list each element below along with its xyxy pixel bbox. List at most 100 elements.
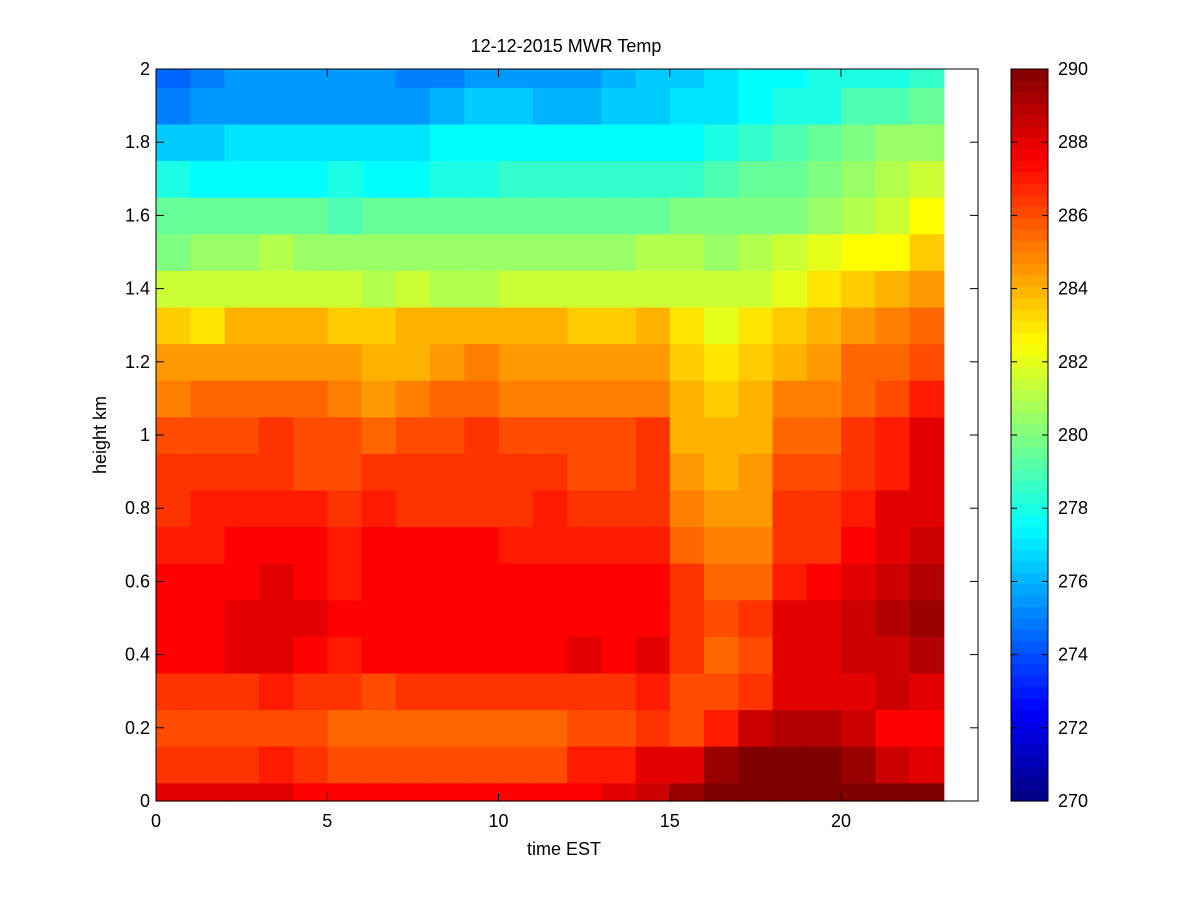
heatmap-cell xyxy=(532,563,568,601)
heatmap-cell xyxy=(909,123,945,162)
heatmap-cell xyxy=(498,380,534,418)
colorbar-segment xyxy=(1011,69,1048,82)
heatmap-cell xyxy=(498,599,534,637)
heatmap-cell xyxy=(635,270,671,308)
heatmap-cell xyxy=(258,123,294,162)
heatmap-cell xyxy=(601,672,637,711)
heatmap-cell xyxy=(395,453,431,491)
heatmap-cell xyxy=(464,123,500,162)
heatmap-cell xyxy=(704,233,739,271)
heatmap-cell xyxy=(258,746,294,784)
heatmap-cell xyxy=(909,416,945,454)
heatmap-cell xyxy=(669,453,705,491)
heatmap-cell xyxy=(875,599,911,637)
heatmap-cell xyxy=(498,416,534,454)
heatmap-cell xyxy=(532,453,568,491)
heatmap-cell xyxy=(464,197,500,235)
x-tick-label: 0 xyxy=(151,811,161,831)
heatmap-cell xyxy=(738,343,774,381)
heatmap-cell xyxy=(635,599,671,637)
heatmap-cell xyxy=(601,270,637,308)
heatmap-cell xyxy=(669,636,705,674)
colorbar-tick-label: 276 xyxy=(1058,571,1088,591)
heatmap-cell xyxy=(806,672,842,711)
colorbar-segment xyxy=(1011,755,1048,768)
heatmap-cell xyxy=(430,69,465,88)
heatmap-cell xyxy=(806,563,842,601)
heatmap-cell xyxy=(532,343,568,381)
colorbar-segment xyxy=(1011,698,1048,711)
heatmap-cell xyxy=(258,563,294,601)
heatmap-cell xyxy=(635,709,671,747)
heatmap-cell xyxy=(224,123,260,162)
heatmap-cell xyxy=(704,526,739,564)
heatmap-cell xyxy=(909,599,945,637)
heatmap-cell xyxy=(635,563,671,601)
heatmap-cell xyxy=(875,526,911,564)
heatmap-cell xyxy=(190,306,226,345)
heatmap-cell xyxy=(567,416,602,454)
colorbar-tick-label: 274 xyxy=(1058,645,1088,665)
heatmap-cell xyxy=(806,709,842,747)
heatmap-cell xyxy=(258,526,294,564)
heatmap-cell xyxy=(190,69,226,88)
heatmap-cell xyxy=(601,782,637,802)
colorbar-segment xyxy=(1011,240,1048,253)
heatmap-cell xyxy=(156,69,191,88)
heatmap-cell xyxy=(601,453,637,491)
heatmap-cell xyxy=(532,746,568,784)
heatmap-cell xyxy=(327,69,363,88)
heatmap-cell xyxy=(875,416,911,454)
colorbar-tick-label: 280 xyxy=(1058,425,1088,445)
heatmap-cell xyxy=(601,87,637,125)
heatmap-cell xyxy=(327,233,363,271)
heatmap-cell xyxy=(430,489,465,528)
heatmap-cell xyxy=(395,69,431,88)
heatmap-cell xyxy=(841,672,876,711)
heatmap-cell xyxy=(738,489,774,528)
heatmap-cell xyxy=(532,123,568,162)
heatmap-cell xyxy=(395,123,431,162)
heatmap-cell xyxy=(567,69,602,88)
heatmap-cell xyxy=(841,87,876,125)
heatmap-cell xyxy=(361,123,397,162)
heatmap-cell xyxy=(704,636,739,674)
heatmap-cell xyxy=(361,709,397,747)
heatmap-cell xyxy=(909,87,945,125)
heatmap-cell xyxy=(190,599,226,637)
heatmap-cell xyxy=(464,453,500,491)
heatmap-cell xyxy=(293,270,328,308)
heatmap-cell xyxy=(669,599,705,637)
colorbar-segment xyxy=(1011,114,1048,127)
heatmap-cell xyxy=(190,453,226,491)
colorbar-segment xyxy=(1011,194,1048,207)
heatmap-cell xyxy=(875,672,911,711)
heatmap-cell xyxy=(635,160,671,198)
heatmap-cell xyxy=(224,69,260,88)
heatmap-cell xyxy=(224,87,260,125)
colorbar-segment xyxy=(1011,160,1048,173)
heatmap-cell xyxy=(258,233,294,271)
colorbar-segment xyxy=(1011,503,1048,516)
heatmap-cell xyxy=(293,746,328,784)
y-tick-label: 0.2 xyxy=(125,718,150,738)
colorbar-segment xyxy=(1011,640,1048,653)
heatmap-cell xyxy=(395,526,431,564)
heatmap-cell xyxy=(772,306,808,345)
heatmap-cell xyxy=(395,306,431,345)
heatmap-cell xyxy=(430,782,465,802)
heatmap-cell xyxy=(361,416,397,454)
heatmap-cell xyxy=(841,197,876,235)
heatmap-cell xyxy=(635,197,671,235)
heatmap-cell xyxy=(361,782,397,802)
heatmap-cell xyxy=(669,343,705,381)
x-tick-label: 10 xyxy=(488,811,508,831)
heatmap-cell xyxy=(567,380,602,418)
colorbar-segment xyxy=(1011,618,1048,631)
heatmap-cell xyxy=(704,709,739,747)
heatmap-cell xyxy=(875,380,911,418)
heatmap-cell xyxy=(190,343,226,381)
heatmap-cell xyxy=(875,636,911,674)
heatmap-cell xyxy=(875,306,911,345)
heatmap-cell xyxy=(841,563,876,601)
